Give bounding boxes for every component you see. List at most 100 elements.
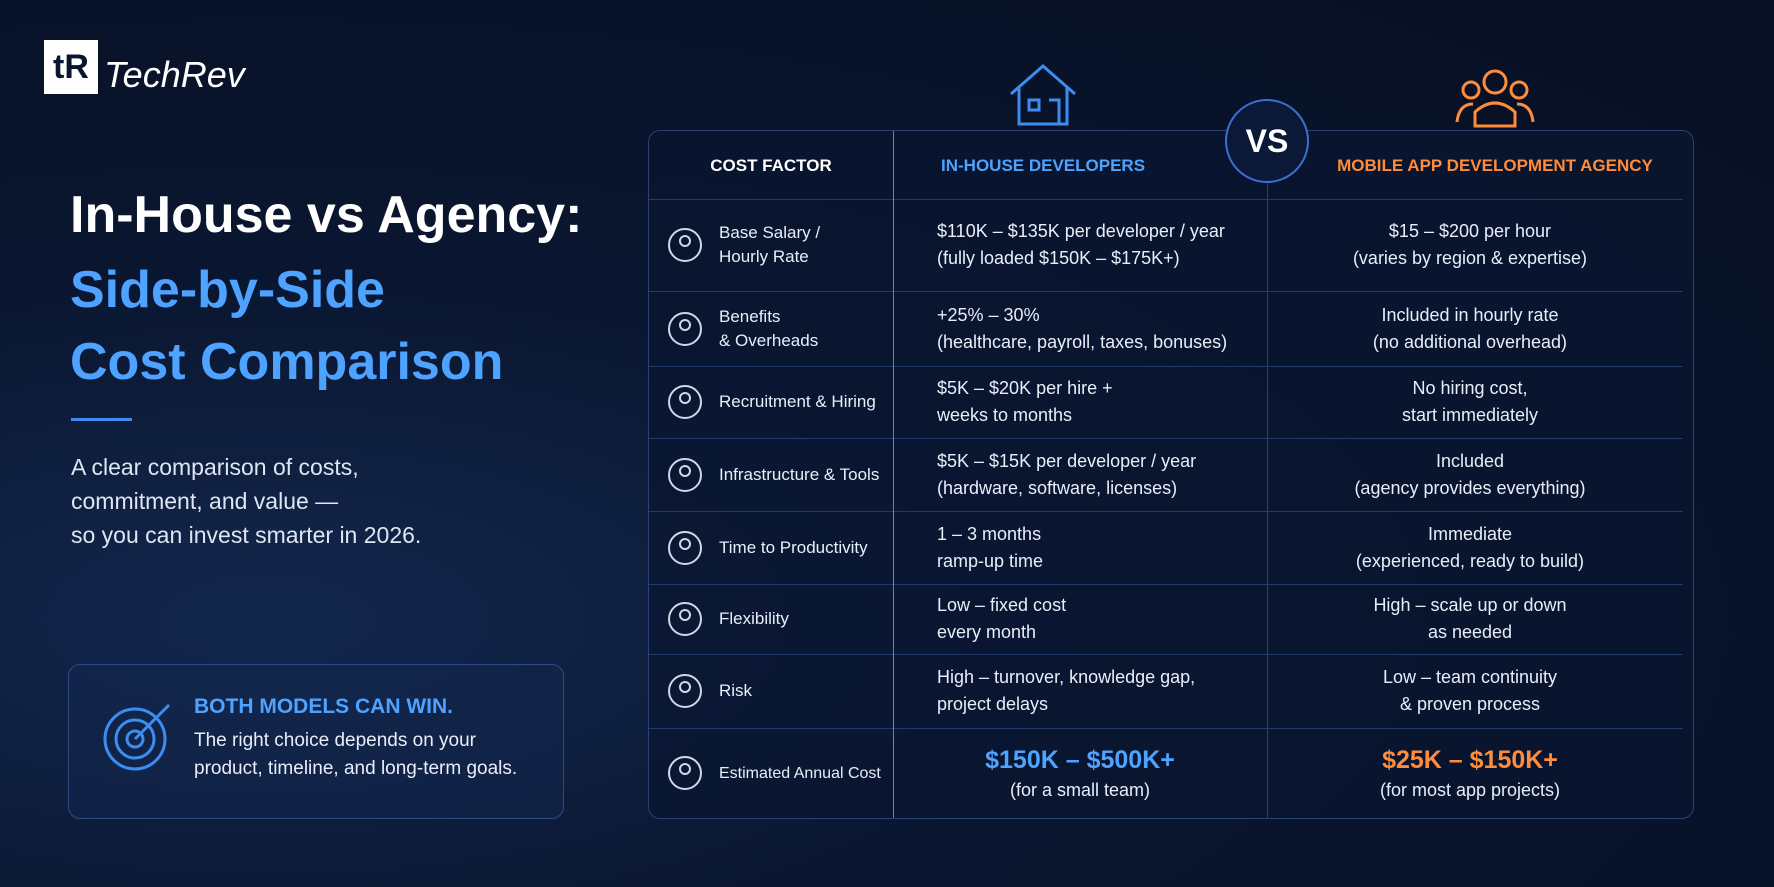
title: Side-by-Side bbox=[70, 261, 385, 319]
factor-cell: Base Salary / Hourly Rate bbox=[719, 199, 889, 291]
in-house-line: (hardware, software, licenses) bbox=[937, 477, 1178, 498]
in-house-line: 1 – 3 months bbox=[937, 523, 1042, 544]
divider bbox=[71, 418, 132, 421]
in-house-line: +25% – 30% bbox=[937, 304, 1040, 325]
subtitle: A clear comparison of costs, commitment, … bbox=[71, 450, 421, 552]
logo-mark: tR bbox=[44, 40, 98, 94]
agency-cell: Included (agency provides everything) bbox=[1267, 438, 1673, 511]
summary-value: $25K – $150K+ bbox=[1382, 745, 1558, 774]
in-house-line: Low – fixed cost bbox=[937, 595, 1067, 615]
in-house-line: $110K – $135K per developer / year bbox=[937, 221, 1225, 241]
row-divider bbox=[649, 291, 1683, 292]
brand: TechRev bbox=[104, 54, 245, 95]
row-divider bbox=[649, 438, 1683, 439]
factor-line: Hourly Rate bbox=[719, 247, 809, 266]
callout: BOTH MODELS CAN WIN. The right choice de… bbox=[68, 664, 564, 819]
column-divider bbox=[1267, 131, 1268, 818]
in-house-line: every month bbox=[937, 622, 1037, 642]
row-divider bbox=[649, 728, 1683, 729]
agency-line: $15 – $200 per hour bbox=[1388, 221, 1552, 241]
in-house-cell: High – turnover, knowledge gap, project d… bbox=[937, 654, 1261, 728]
factor-cell: Risk bbox=[719, 654, 889, 728]
header-cell: COST FACTOR bbox=[710, 155, 832, 175]
agency-line: as needed bbox=[1427, 622, 1513, 642]
summary-note: (for a small team) bbox=[1009, 779, 1151, 800]
factor-cell: Estimated Annual Cost bbox=[719, 764, 881, 782]
factor-cell: Flexibility bbox=[719, 584, 889, 654]
callout-line: product, timeline, and long-term goals. bbox=[194, 758, 518, 779]
in-house-line: ramp-up time bbox=[937, 550, 1044, 571]
agency-cell: Immediate (experienced, ready to build) bbox=[1267, 511, 1673, 584]
factor-line: Flexibility bbox=[719, 609, 789, 628]
agency-cell: Included in hourly rate (no additional ov… bbox=[1267, 291, 1673, 366]
in-house-line: (healthcare, payroll, taxes, bonuses) bbox=[937, 331, 1228, 352]
factor-cell: Recruitment & Hiring bbox=[719, 366, 889, 438]
row-icon bbox=[668, 756, 702, 790]
summary-note: (for most app projects) bbox=[1379, 779, 1561, 800]
row-icon bbox=[668, 228, 702, 262]
agency-summary: $25K – $150K+ (for most app projects) bbox=[1267, 728, 1673, 818]
column-divider bbox=[893, 131, 894, 818]
in-house-cell: 1 – 3 months ramp-up time bbox=[937, 511, 1261, 584]
factor-line: Time to Productivity bbox=[719, 537, 868, 557]
factor-cell: Benefits & Overheads bbox=[719, 291, 889, 366]
in-house-cell: $5K – $20K per hire + weeks to months bbox=[937, 366, 1261, 438]
callout-line: The right choice depends on your bbox=[194, 730, 477, 751]
agency-line: Immediate bbox=[1427, 523, 1513, 544]
in-house-line: weeks to months bbox=[937, 405, 1073, 425]
in-house-cell: $110K – $135K per developer / year (fully… bbox=[937, 199, 1261, 291]
row-icon bbox=[668, 385, 702, 419]
agency-line: (agency provides everything) bbox=[1354, 477, 1586, 498]
in-house-cell: Low – fixed cost every month bbox=[937, 584, 1261, 654]
team-icon bbox=[1455, 69, 1535, 128]
in-house-cell: $5K – $15K per developer / year (hardware… bbox=[937, 438, 1261, 511]
callout-text: The right choice depends on your product,… bbox=[194, 727, 517, 783]
in-house-line: $5K – $20K per hire + bbox=[937, 378, 1113, 398]
agency-line: High – scale up or down bbox=[1373, 595, 1567, 615]
header-cell: IN-HOUSE DEVELOPERS bbox=[941, 155, 1146, 175]
row-divider bbox=[649, 199, 1683, 200]
header-cell: MOBILE APP DEVELOPMENT AGENCY bbox=[1337, 155, 1653, 175]
in-house-line: High – turnover, knowledge gap, bbox=[937, 667, 1196, 687]
factor-line: Base Salary / bbox=[719, 223, 821, 242]
callout-title: BOTH MODELS CAN WIN. bbox=[194, 695, 453, 718]
agency-cell: Low – team continuity & proven process bbox=[1267, 654, 1673, 728]
row-icon bbox=[668, 602, 702, 636]
in-house-line: (fully loaded $150K – $175K+) bbox=[937, 248, 1180, 268]
row-icon bbox=[668, 311, 702, 346]
title: In-House vs Agency: bbox=[70, 186, 583, 244]
target-icon bbox=[103, 703, 171, 771]
row-icon bbox=[668, 674, 702, 708]
comparison-table: COST FACTOR IN-HOUSE DEVELOPERS MOBILE APP… bbox=[648, 130, 1694, 819]
agency-line: start immediately bbox=[1401, 405, 1539, 425]
agency-cell: High – scale up or down as needed bbox=[1267, 584, 1673, 654]
row-divider bbox=[649, 584, 1683, 585]
subtitle-line: so you can invest smarter in 2026. bbox=[71, 522, 422, 548]
row-icon bbox=[668, 530, 702, 565]
house-icon bbox=[1010, 64, 1076, 126]
agency-line: Low – team continuity bbox=[1382, 667, 1558, 687]
subtitle-line: A clear comparison of costs, bbox=[71, 454, 359, 480]
agency-line: No hiring cost, bbox=[1412, 378, 1528, 398]
agency-cell: $15 – $200 per hour (varies by region & e… bbox=[1267, 199, 1673, 291]
in-house-line: $5K – $15K per developer / year bbox=[937, 450, 1197, 471]
agency-line: (experienced, ready to build) bbox=[1355, 550, 1585, 571]
factor-line: Benefits bbox=[719, 306, 781, 326]
agency-line: (no additional overhead) bbox=[1372, 331, 1568, 352]
row-icon bbox=[668, 457, 702, 492]
factor-cell: Time to Productivity bbox=[719, 511, 889, 584]
factor-line: Infrastructure & Tools bbox=[719, 464, 880, 484]
factor-line: Recruitment & Hiring bbox=[719, 392, 876, 411]
agency-cell: No hiring cost, start immediately bbox=[1267, 366, 1673, 438]
in-house-line: project delays bbox=[937, 694, 1049, 714]
factor-cell: Infrastructure & Tools bbox=[719, 438, 889, 511]
factor-line: Risk bbox=[719, 681, 753, 700]
vs-badge: VS bbox=[1225, 99, 1309, 183]
in-house-summary: $150K – $500K+ (for a small team) bbox=[893, 728, 1267, 818]
agency-line: Included in hourly rate bbox=[1381, 304, 1559, 325]
subtitle-line: commitment, and value — bbox=[71, 488, 339, 514]
agency-line: (varies by region & expertise) bbox=[1352, 248, 1588, 268]
agency-line: & proven process bbox=[1399, 694, 1541, 714]
row-divider bbox=[649, 366, 1683, 367]
